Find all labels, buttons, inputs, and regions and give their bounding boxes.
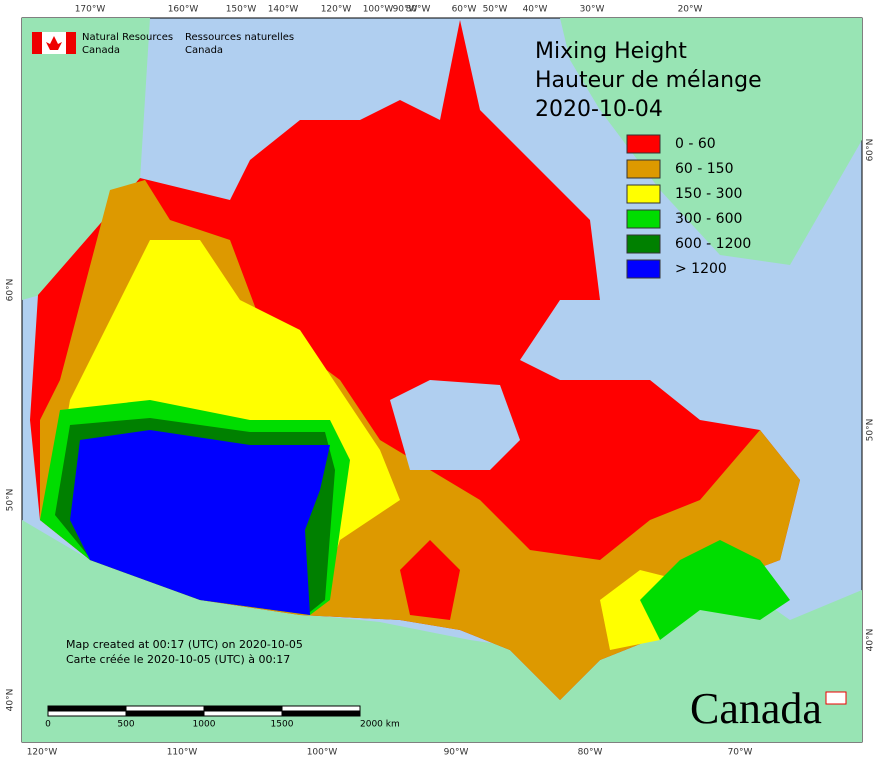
- scale-label: 1000: [193, 720, 216, 730]
- agency-en: Canada: [82, 45, 120, 56]
- scale-segment: [281, 710, 361, 717]
- scale-label: 1500: [271, 720, 294, 730]
- latitude-label: 50°N: [866, 419, 876, 442]
- legend-label: 150 - 300: [675, 186, 742, 202]
- longitude-label: 110°W: [167, 748, 198, 758]
- longitude-label: 90°W: [393, 5, 418, 15]
- longitude-label: 70°W: [728, 748, 753, 758]
- longitude-label: 40°W: [523, 5, 548, 15]
- legend-label: 60 - 150: [675, 161, 734, 177]
- scale-label: 2000 km: [360, 720, 400, 730]
- wordmark-flag: [825, 691, 847, 705]
- map-title: Hauteur de mélange: [535, 68, 762, 93]
- longitude-label: 160°W: [168, 5, 199, 15]
- scale-segment: [203, 705, 283, 712]
- legend-swatch: [626, 259, 661, 279]
- legend-swatch: [626, 134, 661, 154]
- scale-label: 500: [117, 720, 134, 730]
- alaska: [22, 18, 150, 300]
- usa: [22, 520, 862, 742]
- legend-swatch: [626, 234, 661, 254]
- wordmark: Canada: [690, 684, 822, 733]
- agency-fr: Ressources naturelles: [185, 32, 294, 43]
- legend-swatch: [626, 159, 661, 179]
- hudson-bay: [390, 380, 520, 470]
- legend-label: 300 - 600: [675, 211, 742, 227]
- longitude-label: 120°W: [321, 5, 352, 15]
- latitude-label: 50°N: [6, 489, 16, 512]
- latitude-label: 60°N: [6, 279, 16, 302]
- scale-segment: [125, 710, 205, 717]
- map-title: Mixing Height: [535, 39, 687, 64]
- longitude-label: 170°W: [75, 5, 106, 15]
- scale-segment: [125, 705, 205, 712]
- longitude-label: 140°W: [268, 5, 299, 15]
- longitude-label: 100°W: [307, 748, 338, 758]
- longitude-label: 80°W: [406, 5, 431, 15]
- longitude-label: 80°W: [578, 748, 603, 758]
- scale-segment: [47, 705, 127, 712]
- latitude-label: 40°N: [6, 689, 16, 712]
- red-patch: [400, 540, 460, 620]
- flag-bar: [66, 32, 76, 54]
- canada-region-blue: [70, 430, 330, 615]
- maritimes-green: [640, 540, 790, 640]
- longitude-label: 120°W: [27, 748, 58, 758]
- greenland: [560, 18, 862, 265]
- flag-bar: [32, 32, 42, 54]
- legend-swatch: [626, 209, 661, 229]
- scale-label: 0: [45, 720, 51, 730]
- note: Carte créée le 2020-10-05 (UTC) à 00:17: [66, 653, 290, 666]
- longitude-label: 100°W: [363, 5, 394, 15]
- longitude-label: 20°W: [678, 5, 703, 15]
- agency-fr: Canada: [185, 45, 223, 56]
- scale-segment: [281, 705, 361, 712]
- note: Map created at 00:17 (UTC) on 2020-10-05: [66, 638, 303, 651]
- longitude-label: 50°W: [483, 5, 508, 15]
- flag-leaf: [46, 36, 62, 50]
- latitude-label: 60°N: [866, 139, 876, 162]
- map-date: 2020-10-04: [535, 97, 663, 122]
- legend-swatch: [626, 184, 661, 204]
- scale-segment: [203, 710, 283, 717]
- longitude-label: 30°W: [580, 5, 605, 15]
- longitude-label: 150°W: [226, 5, 257, 15]
- legend-label: 0 - 60: [675, 136, 716, 152]
- longitude-label: 60°W: [452, 5, 477, 15]
- agency-en: Natural Resources: [82, 32, 173, 43]
- legend-label: 600 - 1200: [675, 236, 751, 252]
- longitude-label: 90°W: [444, 748, 469, 758]
- scale-segment: [47, 710, 127, 717]
- legend-label: > 1200: [675, 261, 727, 277]
- latitude-label: 40°N: [866, 629, 876, 652]
